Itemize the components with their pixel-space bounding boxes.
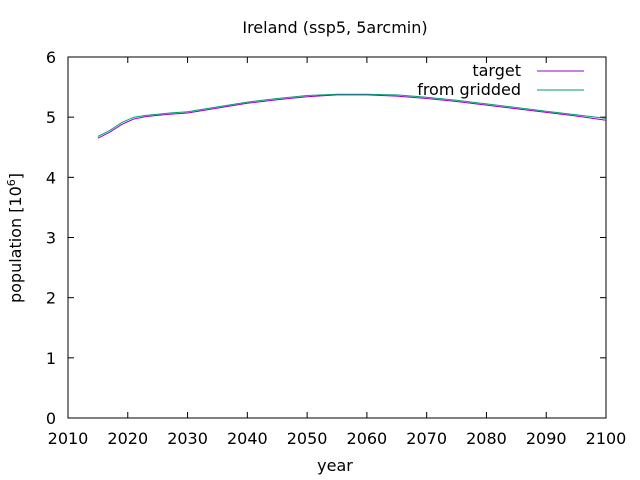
- y-tick-label: 0: [46, 409, 56, 428]
- y-tick-label: 5: [46, 108, 56, 127]
- y-tick-label: 3: [46, 229, 56, 248]
- series-layer: [97, 93, 607, 139]
- y-tick-label: 4: [46, 168, 56, 187]
- y-tick-label: 6: [46, 48, 56, 67]
- legend-label: target: [472, 61, 521, 80]
- x-tick-label: 2100: [586, 429, 627, 448]
- x-axis-label: year: [317, 456, 353, 475]
- y-axis-label-main: population [10: [6, 186, 25, 303]
- x-tick-label: 2050: [287, 429, 328, 448]
- y-axis-label-end: ]: [6, 173, 25, 179]
- x-tick-label: 2020: [107, 429, 148, 448]
- plot-frame: [67, 56, 607, 419]
- x-tick-label: 2040: [227, 429, 268, 448]
- chart-title: Ireland (ssp5, 5arcmin): [242, 18, 427, 37]
- y-tick-label: 1: [46, 349, 56, 368]
- y-axis-label: population [106]: [5, 173, 25, 303]
- x-tick-label: 2030: [167, 429, 208, 448]
- x-tick-label: 2080: [466, 429, 507, 448]
- x-tick-label: 2010: [48, 429, 89, 448]
- x-tick-label: 2060: [347, 429, 388, 448]
- x-tick-label: 2090: [526, 429, 567, 448]
- legend-label: from gridded: [417, 80, 521, 99]
- y-tick-label: 2: [46, 289, 56, 308]
- x-tick-label: 2070: [406, 429, 447, 448]
- y-axis-label-exponent: 6: [5, 179, 18, 186]
- y-axis: 0 1 2 3 4 5 6: [46, 48, 606, 428]
- series-line-1: [97, 93, 607, 137]
- x-axis: 2010 2020 2030 2040 2050 2060 2070 2080 2090 2100: [48, 57, 627, 448]
- series-line-0: [97, 94, 607, 139]
